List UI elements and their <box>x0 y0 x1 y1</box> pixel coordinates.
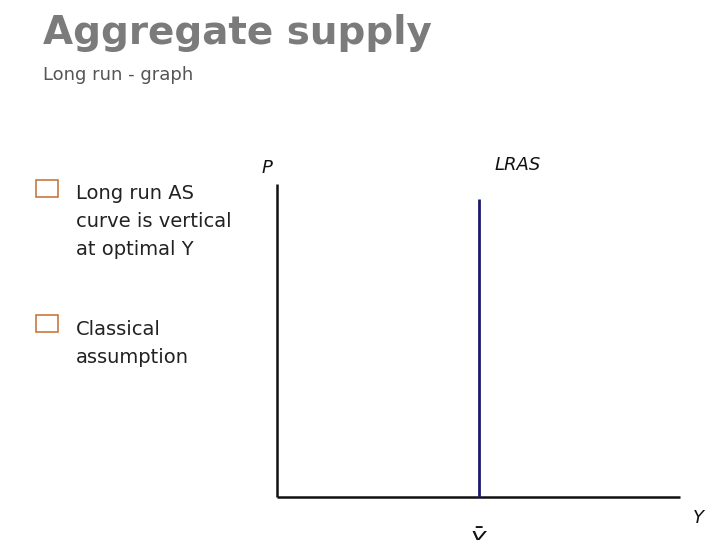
Bar <box>36 180 58 197</box>
Text: LRAS: LRAS <box>495 156 541 174</box>
Text: Long run AS
curve is vertical
at optimal Y: Long run AS curve is vertical at optimal… <box>76 184 231 259</box>
Bar <box>36 315 58 332</box>
Text: $\bar{Y}$: $\bar{Y}$ <box>470 528 487 540</box>
Text: P: P <box>261 159 272 177</box>
Text: Y: Y <box>693 509 703 528</box>
Text: Aggregate supply: Aggregate supply <box>43 14 432 52</box>
Text: 17: 17 <box>5 99 22 112</box>
Text: Long run - graph: Long run - graph <box>43 66 194 84</box>
Text: Classical
assumption: Classical assumption <box>76 320 189 367</box>
